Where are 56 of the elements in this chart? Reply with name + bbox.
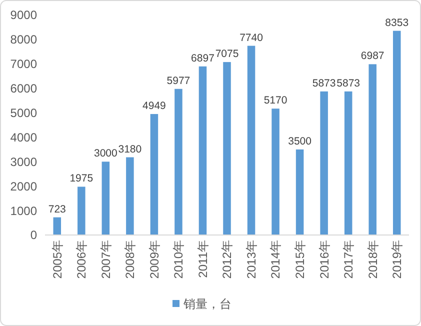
data-label: 3500: [288, 135, 312, 148]
bar: [150, 114, 158, 235]
bar: [126, 157, 134, 235]
bar: [78, 186, 86, 235]
y-tick-label: 2000: [10, 179, 38, 194]
y-tick-label: 0: [30, 228, 38, 242]
bar: [198, 66, 207, 235]
y-tick-label: 8000: [10, 32, 38, 47]
x-tick-label: 2010年: [172, 240, 186, 279]
data-label: 6897: [191, 52, 215, 64]
data-label: 723: [48, 203, 66, 216]
x-tick-label: 2005年: [50, 240, 64, 279]
y-tick-label: 1000: [10, 204, 38, 218]
data-label: 5873: [312, 77, 336, 90]
x-tick-label: 2006年: [74, 240, 89, 279]
bar: [53, 217, 62, 235]
data-label: 5873: [336, 77, 360, 90]
data-label: 4949: [142, 100, 166, 112]
x-tick-label: 2019年: [390, 240, 404, 279]
data-label: 7740: [240, 32, 264, 44]
x-tick-label: 2007年: [98, 240, 113, 279]
data-label: 7075: [215, 48, 239, 60]
x-tick-label: 2016年: [317, 240, 332, 279]
y-tick-label: 6000: [10, 82, 38, 96]
legend-label: 销量，台: [182, 297, 232, 312]
bar: [272, 108, 280, 235]
y-tick-label: 9000: [10, 8, 38, 22]
x-tick-label: 2009年: [147, 240, 162, 279]
y-tick-label: 4000: [10, 130, 38, 144]
bar: [174, 88, 182, 235]
y-tick-label: 5000: [10, 106, 38, 120]
bar: [247, 46, 256, 235]
bar: [223, 62, 231, 235]
data-label: 3180: [118, 143, 142, 156]
bar: [102, 162, 110, 235]
y-tick-label: 7000: [10, 57, 38, 72]
bar: [392, 30, 401, 235]
x-tick-label: 2011年: [196, 240, 210, 278]
x-tick-label: 2015年: [293, 240, 307, 279]
data-label: 1975: [70, 172, 94, 185]
x-tick-label: 2014年: [268, 240, 283, 279]
y-tick-label: 3000: [10, 154, 38, 169]
x-tick-label: 2008年: [123, 240, 138, 279]
x-tick-label: 2012年: [220, 240, 234, 279]
bar: [368, 64, 376, 235]
data-label: 8353: [385, 16, 409, 29]
data-label: 5170: [264, 94, 288, 107]
x-tick-label: 2013年: [244, 240, 258, 279]
x-tick-label: 2018年: [366, 240, 380, 279]
data-label: 5977: [166, 74, 190, 87]
x-tick-label: 2017年: [342, 240, 356, 279]
bar: [320, 91, 328, 235]
data-label: 6987: [360, 50, 384, 62]
data-label: 3000: [94, 148, 118, 160]
bar: [344, 91, 352, 235]
bar: [296, 149, 304, 235]
